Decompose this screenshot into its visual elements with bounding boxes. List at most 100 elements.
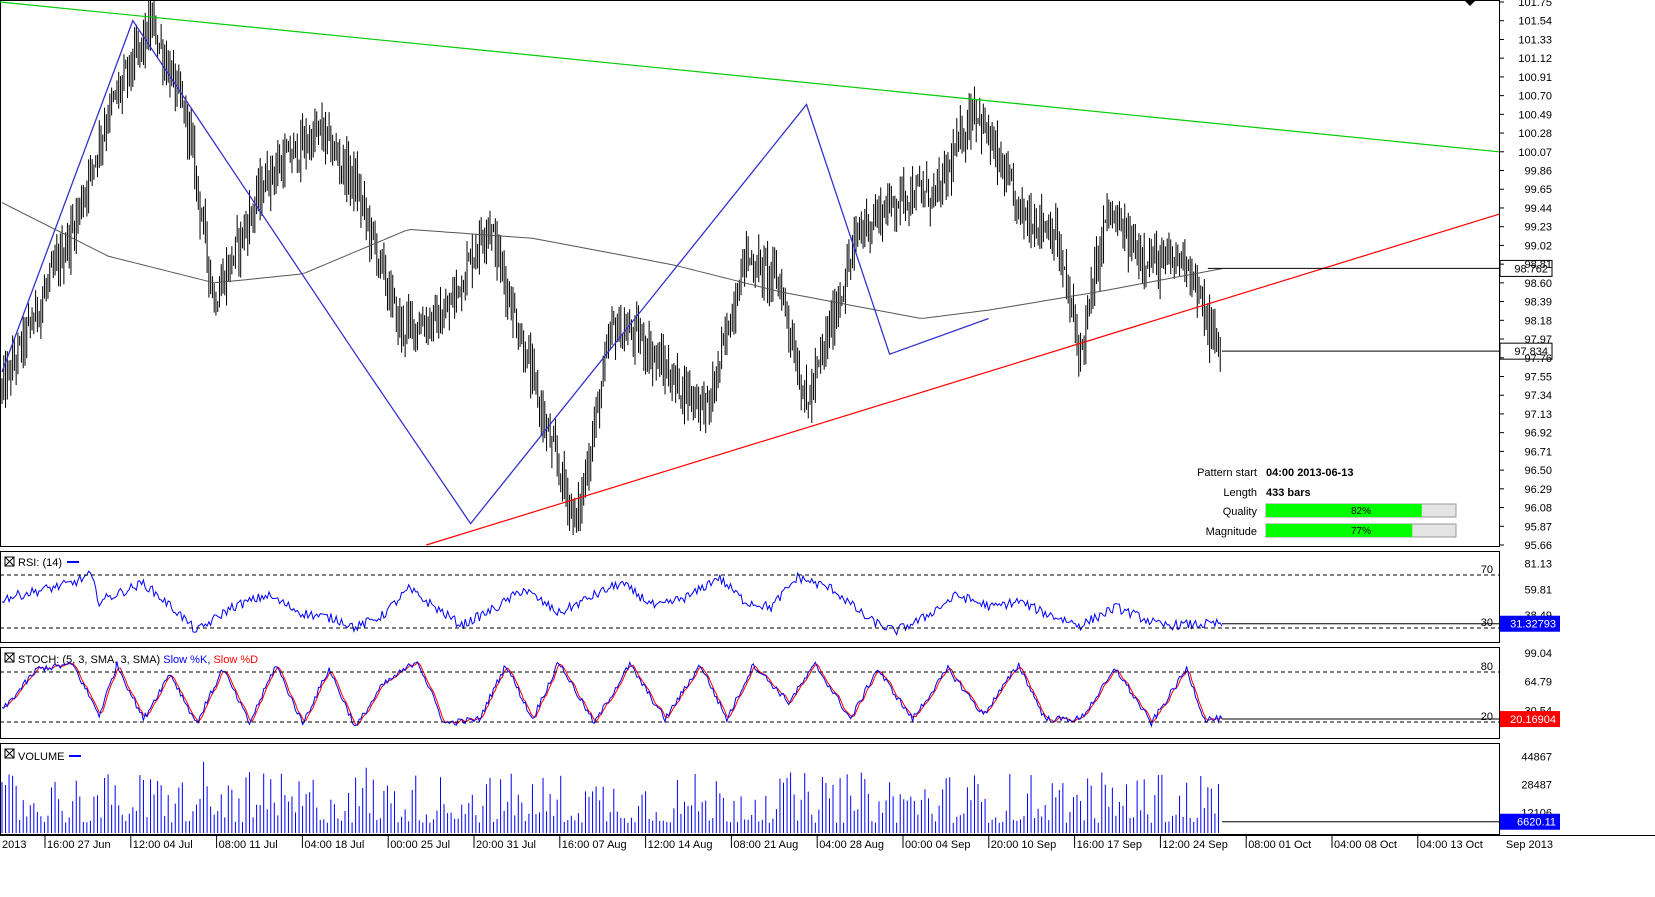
magnitude-value: 77% xyxy=(1351,526,1371,537)
x-tick-label: 04:00 28 Aug xyxy=(819,839,884,851)
price-tick-label: 100.70 xyxy=(1518,91,1552,103)
x-tick-label: 20:00 31 Jul xyxy=(476,839,536,851)
volume-panel[interactable] xyxy=(0,743,1500,835)
price-axis: 101.75 101.54 101.33 101.12 100.91 100.70 100.… xyxy=(1499,0,1552,552)
x-tick-label: 04:00 08 Oct xyxy=(1334,839,1397,851)
price-tick-label: 100.91 xyxy=(1518,72,1552,84)
price-tick-label: 101.54 xyxy=(1518,16,1552,28)
x-tick-label: 20:00 10 Sep xyxy=(991,839,1056,851)
length-label: Length xyxy=(1223,487,1257,499)
volume-tick-label: 44867 xyxy=(1521,752,1552,764)
price-tick-label: 99.44 xyxy=(1524,203,1552,215)
stoch-title[interactable]: STOCH: (5, 3, SMA, 3, SMA) Slow %K, Slow… xyxy=(4,652,258,666)
stoch-k-label: Slow %K xyxy=(163,654,208,666)
pattern-start-value: 04:00 2013-06-13 xyxy=(1266,467,1353,479)
volume-current-label: 6620.11 xyxy=(1517,817,1556,829)
x-tick-label: 16:00 07 Aug xyxy=(562,839,627,851)
x-tick-label: 04:00 18 Jul xyxy=(304,839,364,851)
price-tick-label: 101.12 xyxy=(1518,53,1552,65)
rsi-level-70-label: 70 xyxy=(1481,564,1493,576)
price-tick-label: 101.75 xyxy=(1518,0,1552,9)
price-tick-label: 98.39 xyxy=(1524,297,1552,309)
quality-value: 82% xyxy=(1351,506,1371,517)
x-tick-label: 2013 xyxy=(2,839,26,851)
rsi-level-30-label: 30 xyxy=(1481,617,1493,629)
price-tick-label: 96.71 xyxy=(1524,446,1552,458)
price-tick-label: 98.81 xyxy=(1524,259,1552,271)
x-axis: 2013 16:00 27 Jun 12:00 04 Jul 08:00 11 Jul… xyxy=(2,835,1553,851)
rsi-tick-label: 59.81 xyxy=(1524,584,1552,596)
rsi-current-box xyxy=(1500,615,1560,632)
stoch-current-box xyxy=(1500,711,1560,728)
price-tick-label: 99.23 xyxy=(1524,222,1552,234)
stoch-tick-label: 99.04 xyxy=(1524,648,1552,660)
price-tick-label: 99.65 xyxy=(1524,184,1552,196)
moving-average-line xyxy=(1,202,1223,319)
price-tick-label: 99.86 xyxy=(1524,166,1552,178)
rsi-panel[interactable] xyxy=(0,551,1500,643)
x-tick-label: 12:00 24 Sep xyxy=(1162,839,1227,851)
stoch-k-path xyxy=(1,660,1223,728)
quality-bar-fill xyxy=(1266,504,1422,517)
volume-tick-label: 28487 xyxy=(1521,780,1552,792)
x-tick-label: 12:00 14 Aug xyxy=(648,839,713,851)
x-tick-label: Sep 2013 xyxy=(1506,839,1553,851)
volume-title-text: VOLUME xyxy=(18,751,64,763)
price-levels: 98.762 97.834 xyxy=(1207,259,1553,360)
pattern-info: Pattern start 04:00 2013-06-13 Length 43… xyxy=(1197,467,1457,538)
price-tick-label: 97.13 xyxy=(1524,409,1552,421)
price-tick-label: 97.76 xyxy=(1524,353,1552,365)
price-tick-label: 100.28 xyxy=(1518,128,1552,140)
price-tick-label: 99.02 xyxy=(1524,240,1552,252)
stoch-title-text: STOCH: (5, 3, SMA, 3, SMA) Slow %K, Slow… xyxy=(18,654,258,666)
price-tick-label: 95.87 xyxy=(1524,521,1552,533)
x-tick-label: 08:00 01 Oct xyxy=(1248,839,1311,851)
price-panel[interactable] xyxy=(0,0,1500,547)
moving-average-path xyxy=(1,202,1223,319)
price-tick-label: 96.50 xyxy=(1524,465,1552,477)
stoch-d-path xyxy=(1,661,1223,726)
resistance-line xyxy=(0,1,1500,153)
rsi-line xyxy=(1,570,1499,636)
magnitude-label: Magnitude xyxy=(1206,526,1257,538)
rsi-title-text: RSI: (14) xyxy=(18,557,62,569)
stoch-tick-label: 64.79 xyxy=(1524,677,1552,689)
support-line xyxy=(426,213,1500,546)
level-label: 98.762 xyxy=(1514,263,1548,275)
x-tick-label: 04:00 13 Oct xyxy=(1420,839,1483,851)
volume-current-box xyxy=(1500,813,1560,830)
stoch-level-20-label: 20 xyxy=(1481,711,1493,723)
x-tick-label: 00:00 04 Sep xyxy=(905,839,970,851)
x-tick-label: 08:00 21 Aug xyxy=(733,839,798,851)
price-tick-label: 101.33 xyxy=(1518,34,1552,46)
x-tick-label: 16:00 17 Sep xyxy=(1077,839,1142,851)
length-value: 433 bars xyxy=(1266,487,1311,499)
volume-bars xyxy=(1,761,1219,833)
price-tick-label: 97.97 xyxy=(1524,334,1552,346)
pattern-lines xyxy=(0,1,1500,546)
price-tick-label: 96.29 xyxy=(1524,484,1552,496)
volume-title[interactable]: VOLUME xyxy=(4,748,81,763)
price-tick-label: 98.60 xyxy=(1524,278,1552,290)
pattern-zigzag xyxy=(1,19,989,525)
x-tick-label: 12:00 04 Jul xyxy=(133,839,193,851)
stoch-lines xyxy=(1,660,1499,728)
pattern-start-label: Pattern start xyxy=(1197,467,1257,479)
rsi-tick-label: 81.13 xyxy=(1524,559,1552,571)
stoch-d-label: Slow %D xyxy=(213,654,258,666)
price-tick-label: 96.92 xyxy=(1524,428,1552,440)
scroll-down-icon[interactable] xyxy=(1464,0,1476,6)
price-tick-label: 95.66 xyxy=(1524,540,1552,552)
price-tick-label: 100.07 xyxy=(1518,147,1552,159)
current-price-label: 97.834 xyxy=(1514,346,1548,358)
stoch-current-label: 20.16904 xyxy=(1510,714,1556,726)
price-tick-label: 96.08 xyxy=(1524,503,1552,515)
magnitude-bar-fill xyxy=(1266,524,1413,537)
price-tick-label: 97.55 xyxy=(1524,371,1552,383)
x-tick-label: 16:00 27 Jun xyxy=(47,839,111,851)
price-tick-label: 97.34 xyxy=(1524,390,1552,402)
rsi-title[interactable]: RSI: (14) xyxy=(4,556,79,569)
x-tick-label: 00:00 25 Jul xyxy=(390,839,450,851)
